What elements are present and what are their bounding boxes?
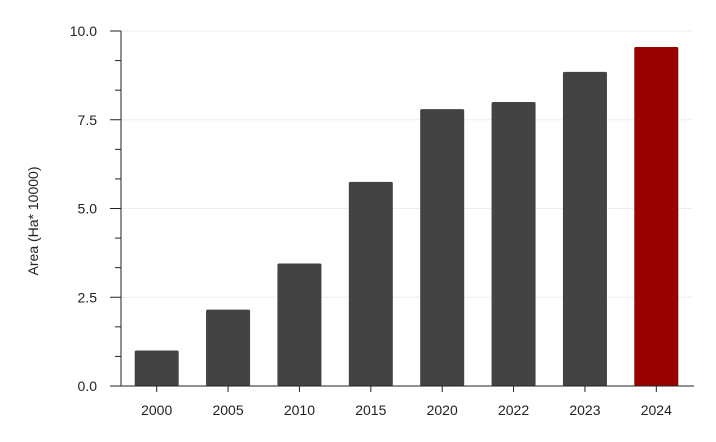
bar-2022 [491, 102, 536, 386]
x-tick-label: 2010 [284, 402, 315, 418]
y-axis: 0.0 2.5 5.0 7.5 10.0 [70, 23, 122, 394]
bar-2010 [277, 263, 322, 386]
x-tick-label: 2015 [355, 402, 386, 418]
x-tick-label: 2022 [498, 402, 529, 418]
y-tick-label: 7.5 [78, 112, 98, 128]
bar-2005 [206, 309, 251, 386]
bar-2015 [348, 181, 393, 386]
y-tick-label: 0.0 [78, 378, 98, 394]
x-tick-label: 2023 [569, 402, 600, 418]
bar-2020 [420, 109, 465, 386]
bar-2024 [634, 46, 679, 386]
x-axis: 2000 2005 2010 2015 2020 2022 2023 2024 [121, 385, 694, 418]
bar-2000 [134, 350, 179, 386]
x-tick-label: 2000 [141, 402, 172, 418]
y-tick-label: 2.5 [78, 289, 98, 305]
x-tick-label: 2020 [427, 402, 458, 418]
bar-2023 [562, 71, 607, 386]
x-tick-label: 2005 [212, 402, 243, 418]
y-tick-label: 10.0 [70, 23, 97, 39]
bars [134, 46, 679, 386]
y-tick-label: 5.0 [78, 201, 98, 217]
x-tick-label: 2024 [641, 402, 672, 418]
y-axis-title: Area (Ha* 10000) [25, 167, 41, 276]
